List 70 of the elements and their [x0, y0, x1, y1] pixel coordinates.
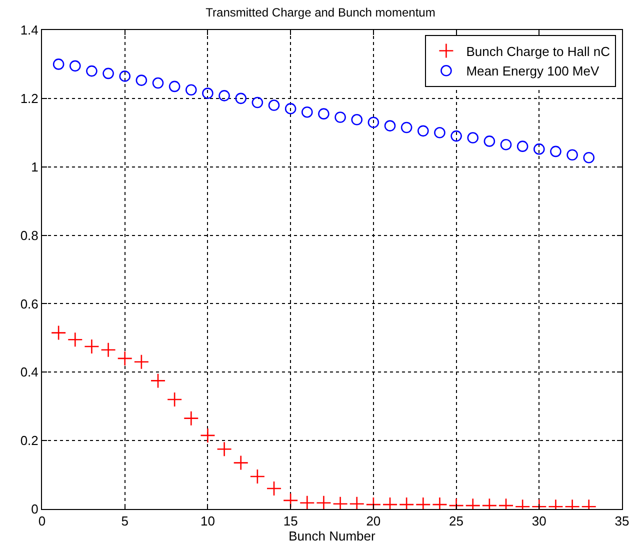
legend-label: Bunch Charge to Hall nC	[466, 44, 610, 59]
point	[516, 140, 528, 152]
y-tick-label: 0.4	[20, 364, 38, 380]
point	[467, 132, 479, 144]
point	[134, 354, 150, 370]
point	[202, 88, 214, 99]
point	[583, 152, 595, 164]
point	[50, 325, 66, 340]
point	[533, 143, 545, 155]
point	[235, 92, 247, 104]
point	[566, 149, 578, 161]
point	[185, 84, 197, 96]
point	[250, 468, 266, 484]
point	[150, 373, 166, 388]
chart-title: Transmitted Charge and Bunch momentum	[206, 6, 436, 20]
point	[268, 100, 280, 111]
point	[266, 480, 282, 496]
point	[252, 96, 264, 108]
x-tick-label: 5	[121, 514, 128, 529]
y-tick-label: 0.2	[20, 433, 38, 448]
point	[168, 80, 180, 92]
y-tick-label: 1.4	[20, 22, 38, 38]
y-tick-label: 0.6	[20, 296, 38, 312]
x-tick-label: 30	[532, 514, 546, 529]
point	[368, 116, 380, 128]
x-tick-label: 10	[200, 514, 215, 529]
point	[183, 410, 199, 426]
point	[417, 125, 429, 137]
point	[434, 126, 446, 138]
y-tick-label: 1	[31, 159, 38, 174]
point	[117, 350, 133, 366]
point	[218, 90, 230, 102]
x-axis-title: Bunch Number	[288, 528, 376, 544]
point	[400, 122, 412, 134]
point	[67, 332, 83, 348]
x-tick-label: 15	[283, 514, 298, 529]
point	[550, 146, 562, 158]
point	[301, 106, 313, 118]
x-tick-label: 25	[449, 514, 464, 529]
point	[316, 495, 332, 509]
point	[84, 338, 100, 354]
point	[52, 58, 64, 70]
x-tick-label: 20	[366, 514, 381, 529]
point	[86, 65, 98, 77]
point	[152, 77, 164, 89]
legend-label: Mean Energy 100 MeV	[466, 64, 600, 79]
point	[216, 441, 232, 457]
point	[299, 495, 315, 509]
x-tick-label: 35	[614, 514, 630, 529]
point	[200, 428, 216, 444]
point	[384, 120, 396, 132]
point	[450, 130, 462, 142]
point	[119, 70, 131, 82]
point	[166, 392, 182, 408]
point	[136, 74, 148, 86]
point	[500, 138, 512, 150]
y-tick-label: 0.8	[20, 228, 38, 243]
point	[233, 455, 249, 470]
point	[284, 103, 296, 114]
point	[102, 68, 114, 80]
point	[69, 60, 81, 72]
point	[484, 136, 496, 147]
y-tick-label: 0	[31, 502, 38, 517]
point	[100, 342, 116, 358]
point	[318, 108, 330, 120]
point	[334, 112, 346, 123]
point	[349, 496, 365, 509]
point	[332, 496, 348, 509]
y-tick-label: 1.2	[20, 90, 38, 106]
point	[351, 114, 363, 126]
